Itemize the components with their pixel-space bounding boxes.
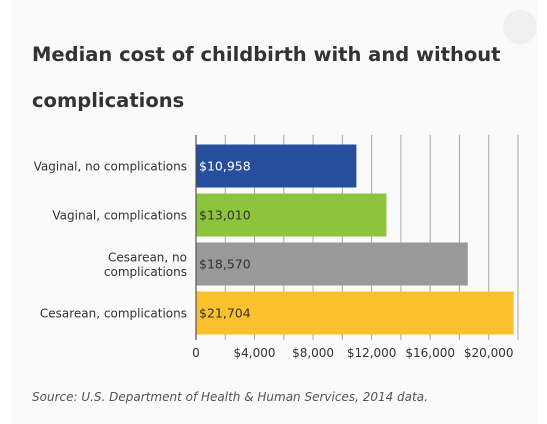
value-label: $10,958	[199, 159, 251, 174]
category-label: Vaginal, complications	[52, 209, 187, 223]
bar-chart: 0 $4,000 $8,000 $12,000 $16,000 $20,000 $10,95…	[34, 135, 519, 360]
bar	[196, 193, 387, 237]
bar	[196, 144, 357, 188]
value-label: $21,704	[199, 306, 251, 321]
category-label: Vaginal, no complications	[34, 160, 187, 174]
x-tick-label: $8,000	[292, 346, 334, 360]
source-note: Source: U.S. Department of Health & Huma…	[32, 390, 428, 404]
value-label: $13,010	[199, 208, 251, 223]
chart-title: Median cost of childbirth with and witho…	[32, 43, 501, 112]
bar	[196, 291, 514, 335]
chart-card: Median cost of childbirth with and witho…	[10, 0, 537, 424]
bar	[196, 242, 468, 286]
x-tick-label: $20,000	[464, 346, 514, 360]
category-label: Cesarean, complications	[40, 307, 187, 321]
category-label: complications	[104, 265, 187, 279]
x-tick-label: 0	[192, 346, 200, 360]
value-label: $18,570	[199, 257, 251, 272]
x-tick-label: $4,000	[234, 346, 276, 360]
category-label: Cesarean, no	[108, 250, 187, 264]
x-tick-label: $12,000	[347, 346, 397, 360]
x-tick-label: $16,000	[405, 346, 455, 360]
corner-decoration	[503, 10, 537, 44]
